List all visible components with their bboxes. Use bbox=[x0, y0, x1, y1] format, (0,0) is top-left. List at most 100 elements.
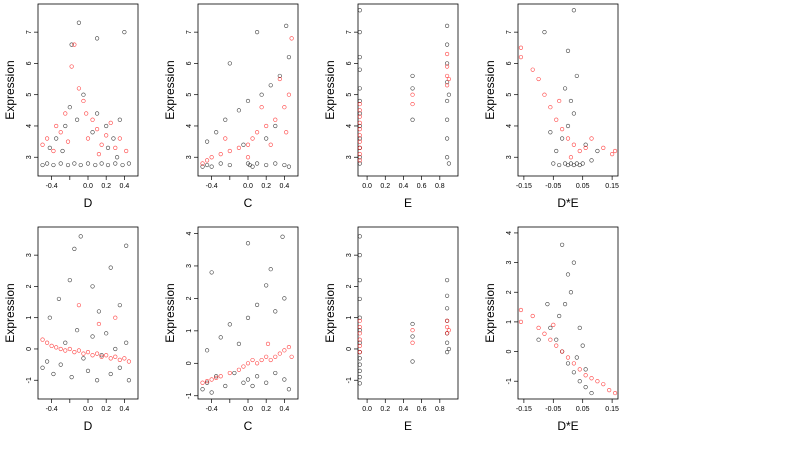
black-point bbox=[126, 161, 132, 166]
y-axis-title: Expression bbox=[3, 283, 17, 342]
black-point bbox=[583, 142, 588, 147]
black-point bbox=[105, 162, 111, 168]
red-point bbox=[245, 142, 251, 147]
black-point bbox=[51, 162, 56, 168]
black-point bbox=[99, 353, 104, 358]
black-point bbox=[273, 123, 278, 129]
red-point bbox=[410, 92, 415, 97]
black-point bbox=[40, 365, 45, 370]
x-tick-label: -0.15 bbox=[516, 406, 532, 413]
red-point bbox=[444, 51, 450, 57]
black-point bbox=[104, 331, 109, 336]
black-point bbox=[357, 234, 362, 239]
black-point bbox=[204, 348, 210, 353]
x-tick-label: 0.4 bbox=[279, 406, 289, 413]
y-tick-label: 1 bbox=[506, 320, 513, 324]
scatter-panel: 0.0 0.2 0.4 0.6 0.8 3 4 5 6 7 E Expression bbox=[323, 3, 459, 210]
black-point bbox=[357, 315, 362, 320]
red-point bbox=[357, 152, 362, 157]
plot-frame bbox=[357, 226, 459, 400]
black-point bbox=[284, 23, 289, 28]
black-point bbox=[117, 303, 122, 308]
x-tick-label: 0.4 bbox=[399, 183, 409, 190]
black-point bbox=[444, 23, 450, 28]
red-point bbox=[557, 98, 562, 104]
black-point bbox=[227, 162, 232, 168]
y-tick-label: 3 bbox=[506, 155, 513, 159]
black-point bbox=[357, 375, 362, 380]
red-point bbox=[94, 351, 100, 356]
black-point bbox=[85, 368, 91, 373]
black-point bbox=[81, 92, 86, 97]
red-point bbox=[357, 120, 362, 125]
red-point bbox=[289, 36, 294, 41]
red-point bbox=[54, 345, 59, 350]
black-point bbox=[357, 98, 362, 104]
black-point bbox=[47, 315, 52, 320]
red-point bbox=[259, 105, 264, 110]
red-point bbox=[357, 101, 362, 107]
x-tick-label: 0.2 bbox=[380, 406, 390, 413]
black-point bbox=[90, 334, 95, 339]
red-point bbox=[117, 136, 122, 141]
black-point bbox=[446, 346, 452, 352]
black-point bbox=[554, 148, 559, 154]
black-point bbox=[357, 8, 362, 13]
y-tick-label: 4 bbox=[506, 124, 513, 128]
black-point bbox=[357, 155, 362, 160]
red-point bbox=[571, 361, 576, 366]
x-tick-label: 0.8 bbox=[435, 406, 445, 413]
red-point bbox=[85, 136, 91, 141]
black-point bbox=[580, 161, 585, 166]
red-point bbox=[518, 55, 524, 60]
x-axis-title: E bbox=[404, 419, 412, 433]
y-axis-title: Expression bbox=[483, 283, 497, 342]
black-point bbox=[589, 158, 594, 163]
red-point bbox=[444, 83, 450, 88]
y-tick-label: 1 bbox=[186, 329, 193, 333]
black-point bbox=[85, 161, 91, 166]
black-point bbox=[268, 267, 273, 272]
black-point bbox=[254, 374, 260, 379]
red-point bbox=[99, 142, 104, 147]
red-point bbox=[589, 376, 594, 381]
scatter-panel: -0.4 0.0 0.2 0.4 -1 0 1 2 3 4 C Expression bbox=[163, 226, 299, 433]
x-tick-label: 0.15 bbox=[605, 406, 619, 413]
red-point bbox=[568, 155, 574, 160]
black-point bbox=[357, 356, 362, 361]
black-point bbox=[111, 136, 116, 141]
black-point bbox=[124, 243, 129, 248]
black-point bbox=[562, 302, 568, 307]
black-point bbox=[557, 162, 562, 168]
red-point bbox=[273, 354, 278, 359]
red-point bbox=[601, 382, 606, 387]
red-point bbox=[245, 155, 251, 160]
black-point bbox=[595, 148, 600, 154]
y-tick-label: 3 bbox=[186, 264, 193, 268]
red-point bbox=[446, 76, 452, 82]
x-axis-title: C bbox=[244, 196, 253, 210]
black-point bbox=[357, 340, 362, 345]
y-tick-label: 6 bbox=[186, 61, 193, 65]
black-point bbox=[357, 253, 362, 258]
red-point bbox=[94, 126, 100, 132]
black-point bbox=[542, 30, 547, 35]
black-point bbox=[223, 383, 228, 389]
red-point bbox=[90, 117, 95, 122]
black-point bbox=[554, 337, 559, 342]
red-point bbox=[277, 351, 282, 356]
black-point bbox=[282, 162, 287, 168]
red-point bbox=[113, 354, 118, 359]
red-point bbox=[268, 142, 273, 147]
y-axis-title: Expression bbox=[323, 283, 337, 342]
x-axis-title: E bbox=[404, 196, 412, 210]
black-point bbox=[108, 371, 113, 377]
x-tick-label: 0.6 bbox=[417, 406, 427, 413]
red-point bbox=[286, 92, 292, 97]
red-point bbox=[58, 346, 63, 352]
black-point bbox=[218, 161, 223, 166]
x-tick-label: 0.0 bbox=[243, 406, 253, 413]
x-tick-label: 0.4 bbox=[119, 406, 129, 413]
black-point bbox=[200, 387, 205, 392]
